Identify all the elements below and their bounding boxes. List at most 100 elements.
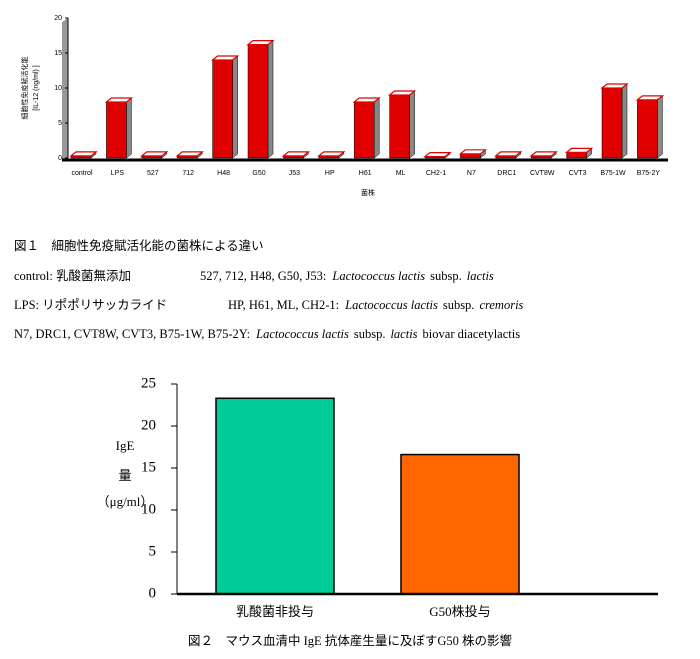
caption: 図２ マウス血清中 IgE 抗体産生量に及ぼすG50 株の影響 — [188, 633, 512, 648]
bar-front — [637, 99, 658, 159]
y-label: [IL-12 (ng/ml) ] — [33, 65, 40, 111]
note-part: LPS: リポポリサッカライド — [14, 298, 167, 312]
bar — [69, 151, 98, 159]
bar — [281, 151, 311, 159]
bar-top — [458, 149, 488, 155]
y-tick-label: 10 — [141, 501, 156, 517]
note: LPS: リポポリサッカライド HP, H61, ML, CH2-1: Lactoc… — [14, 298, 524, 312]
x-tick-label: J53 — [289, 170, 300, 177]
bar-top — [104, 97, 134, 103]
note-part: N7, DRC1, CVT8W, CVT3, B75-1W, B75-2Y: — [14, 327, 250, 341]
note: N7, DRC1, CVT8W, CVT3, B75-1W, B75-2Y: La… — [14, 327, 520, 341]
x-tick-label: 527 — [147, 170, 159, 177]
bar-front — [601, 87, 623, 159]
x-tick-label: LPS — [111, 170, 125, 177]
bar-top — [423, 152, 452, 158]
bar-front — [460, 153, 481, 159]
y-label: （μg/ml） — [97, 494, 154, 509]
bar — [564, 147, 594, 159]
x-tick-label: CH2-1 — [426, 170, 446, 177]
bar-side — [409, 90, 415, 159]
bar-top — [175, 151, 204, 157]
bar-front — [566, 152, 587, 159]
x-tick-label: B75-1W — [600, 170, 626, 177]
y-tick-label: 20 — [141, 417, 156, 433]
caption: 図１ 細胞性免疫賦活化能の菌株による違い — [14, 238, 264, 253]
bar — [175, 151, 204, 159]
note-part: subsp. — [443, 298, 475, 312]
x-tick-label: ML — [396, 170, 406, 177]
bar-top — [494, 151, 523, 157]
x-tick-label: CVT8W — [530, 170, 555, 177]
y-tick-label: 20 — [54, 15, 62, 22]
bar-side — [126, 97, 132, 159]
x-tick-label: 712 — [182, 170, 194, 177]
bar-top — [140, 151, 169, 157]
note-part: Lactococcus lactis — [331, 269, 425, 283]
bar — [387, 90, 417, 159]
bar-top — [246, 39, 275, 46]
bar — [494, 151, 523, 159]
x-tick-label: CVT3 — [569, 170, 587, 177]
y-label: 細胞性免疫賦活化能 — [20, 57, 29, 120]
bar-side — [373, 97, 380, 159]
x-tick-label: B75-2Y — [637, 170, 661, 177]
y-label: 量 — [118, 468, 131, 483]
x-tick-label: H61 — [359, 170, 372, 177]
x-tick-label: HP — [325, 170, 335, 177]
bar-top — [210, 55, 240, 61]
note: control: 乳酸菌無添加 527, 712, H48, G50, J53: L… — [14, 268, 494, 283]
bar-front — [106, 101, 127, 159]
bar-front — [353, 101, 375, 159]
y-tick-label: 25 — [141, 375, 156, 391]
bar — [140, 151, 169, 159]
bar-top — [281, 151, 311, 157]
bar — [104, 97, 134, 159]
bar-top — [387, 90, 417, 96]
bar — [423, 152, 452, 159]
x-label: 菌株 — [361, 188, 375, 197]
note-part: biovar diacetylactis — [423, 327, 521, 341]
note-part: subsp. — [430, 269, 462, 283]
bar-side — [267, 40, 274, 159]
y-tick-label: 10 — [54, 85, 62, 92]
bar — [600, 83, 629, 159]
note-part: Lactococcus lactis — [255, 327, 349, 341]
bar — [352, 97, 381, 159]
y-tick-label: 0 — [58, 155, 62, 162]
bar — [317, 151, 346, 159]
bar-top — [635, 95, 665, 101]
bar — [215, 397, 335, 595]
x-tick-label: control — [71, 170, 92, 177]
note-part: subsp. — [354, 327, 386, 341]
bar — [400, 453, 520, 595]
y-tick-label: 0 — [149, 585, 157, 601]
y-tick-label: 5 — [149, 543, 157, 559]
note-part: control: 乳酸菌無添加 — [14, 268, 131, 283]
bar-front — [247, 44, 269, 159]
bar-top — [529, 151, 558, 157]
bar — [635, 95, 665, 159]
back-wall — [62, 18, 68, 162]
bar — [210, 55, 240, 159]
x-tick-label: DRC1 — [497, 170, 516, 177]
bar-top — [564, 147, 594, 153]
bar-top — [352, 97, 381, 103]
bar — [529, 151, 558, 159]
bar-front — [389, 94, 410, 159]
bar-top — [600, 83, 629, 89]
note-part: cremoris — [479, 298, 523, 312]
bar-side — [621, 83, 628, 159]
bar-top — [317, 151, 346, 157]
y-tick-label: 5 — [58, 120, 62, 127]
y-tick-label: 15 — [141, 459, 156, 475]
y-label: IgE — [116, 438, 135, 453]
note-part: HP, H61, ML, CH2-1: — [228, 298, 339, 312]
bar-front — [212, 59, 233, 159]
note-part: 527, 712, H48, G50, J53: — [200, 269, 326, 283]
bar-side — [232, 55, 238, 159]
x-tick-label: N7 — [467, 170, 476, 177]
bar-side — [657, 95, 663, 159]
y-tick-label: 15 — [54, 50, 62, 57]
